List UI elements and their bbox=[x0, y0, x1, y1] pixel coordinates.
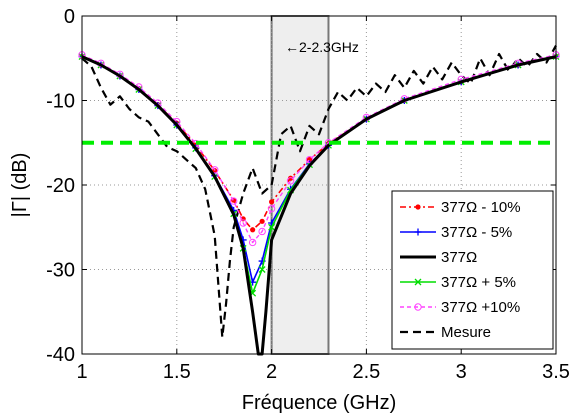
legend-entry: 377Ω bbox=[400, 249, 477, 266]
y-axis-title: |Γ| (dB) bbox=[9, 153, 31, 218]
x-axis-title: Fréquence (GHz) bbox=[242, 392, 397, 414]
legend-label: 377Ω +10% bbox=[441, 299, 520, 316]
data-point bbox=[286, 177, 295, 185]
x-tick-label: 1.5 bbox=[163, 361, 191, 383]
legend-entry: 377Ω +10% bbox=[400, 299, 520, 316]
x-tick-label: 3.5 bbox=[542, 361, 570, 383]
data-point bbox=[269, 199, 275, 205]
data-point bbox=[239, 219, 247, 227]
y-tick-label: -40 bbox=[46, 344, 75, 366]
x-tick-label: 3 bbox=[456, 361, 467, 383]
data-point bbox=[414, 303, 422, 311]
legend-label: 377Ω + 5% bbox=[441, 274, 516, 291]
band-annotation: ←2-2.3GHz bbox=[285, 39, 359, 55]
data-point bbox=[267, 204, 276, 213]
x-tick-label: 1 bbox=[76, 361, 87, 383]
data-point bbox=[259, 218, 265, 224]
legend-entry: 377Ω - 5% bbox=[400, 224, 512, 241]
x-tick-label: 2 bbox=[266, 361, 277, 383]
data-point bbox=[248, 238, 257, 247]
y-tick-label: 0 bbox=[64, 6, 75, 28]
data-point bbox=[229, 197, 238, 205]
data-point bbox=[258, 266, 266, 273]
x-tick-label: 2.5 bbox=[352, 361, 380, 383]
legend-label: 377Ω bbox=[441, 249, 477, 266]
data-point bbox=[415, 204, 421, 210]
legend-label: 377Ω - 10% bbox=[441, 199, 521, 216]
legend-box bbox=[391, 190, 554, 350]
legend-entry: 377Ω - 10% bbox=[400, 199, 521, 216]
data-point bbox=[305, 155, 314, 164]
frequency-band bbox=[270, 15, 330, 355]
legend-label: Mesure bbox=[441, 324, 491, 341]
series-line bbox=[81, 54, 557, 244]
data-point bbox=[258, 227, 266, 236]
data-point bbox=[414, 278, 422, 286]
legend-entry: Mesure bbox=[400, 324, 491, 341]
legend-entry: 377Ω + 5% bbox=[400, 274, 516, 291]
y-tick-label: -30 bbox=[46, 260, 75, 282]
data-point bbox=[414, 228, 422, 236]
data-point bbox=[250, 227, 256, 233]
y-tick-label: -10 bbox=[46, 91, 75, 113]
y-tick-label: -20 bbox=[46, 175, 75, 197]
data-point bbox=[268, 223, 276, 231]
legend-label: 377Ω - 5% bbox=[441, 224, 512, 241]
data-point bbox=[287, 175, 294, 181]
